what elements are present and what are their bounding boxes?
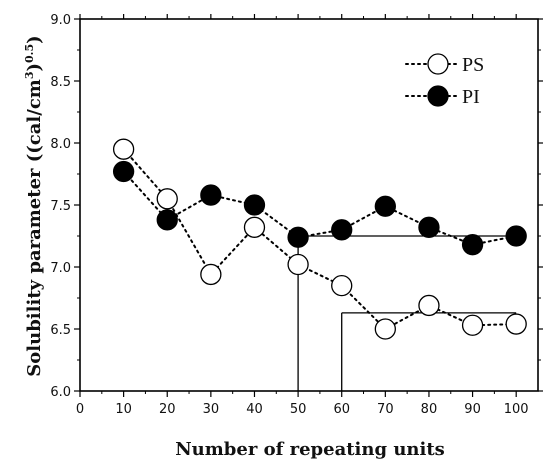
data-point-pi (112, 160, 135, 183)
data-point-ps (243, 216, 266, 238)
data-point-ps (156, 188, 178, 210)
y-axis-title-sup1: 3 (23, 71, 36, 79)
legend-marker-pi (427, 85, 449, 107)
x-tick-label: 0 (76, 402, 84, 417)
data-point-pi (418, 216, 440, 238)
data-point-ps (418, 294, 440, 317)
data-point-ps (287, 253, 309, 276)
x-tick-label: 10 (115, 402, 132, 417)
y-axis-title-main: Solubility parameter ((cal/cm (24, 79, 45, 377)
legend-label-pi: PI (462, 86, 480, 108)
data-point-pi (287, 226, 309, 248)
plot-area: 0 10 20 30 40 50 60 70 80 90 100 6.0 6.5 7.0 7.5 8.0 8.5… (50, 13, 543, 417)
y-tick-label: 8.5 (50, 75, 71, 90)
data-point-pi (331, 219, 353, 241)
series-line-pi (122, 170, 518, 246)
data-point-pi (461, 234, 484, 256)
x-tick-label: 90 (464, 402, 481, 417)
data-point-ps (505, 313, 527, 335)
y-tick-label: 7.0 (50, 261, 71, 276)
x-tick-label: 40 (246, 402, 263, 417)
series-line-ps (122, 148, 518, 331)
y-axis-title-sup2: 0.5 (23, 44, 36, 63)
y-tick-label: 7.5 (50, 199, 71, 214)
data-point-ps (461, 314, 484, 336)
data-point-pi (374, 195, 396, 217)
y-tick-label: 9.0 (50, 13, 71, 28)
data-point-ps (374, 318, 396, 340)
legend-marker-ps (427, 53, 449, 75)
y-axis-title-end: ) (24, 35, 45, 44)
data-point-pi (200, 184, 222, 206)
y-tick-label: 6.5 (50, 323, 71, 338)
y-tick-label: 8.0 (50, 137, 71, 152)
y-axis-title-mid: ) (24, 63, 45, 72)
data-point-pi (505, 225, 527, 247)
data-point-ps (112, 138, 135, 160)
x-tick-label: 20 (159, 402, 176, 417)
y-tick-label: 6.0 (50, 385, 71, 400)
legend-label-ps: PS (462, 54, 484, 76)
data-point-ps (331, 274, 353, 297)
x-tick-label: 100 (504, 402, 529, 417)
data-point-ps (200, 263, 222, 286)
x-tick-label: 80 (421, 402, 438, 417)
y-axis-title: Solubility parameter ((cal/cm3)0.5) (23, 35, 45, 376)
x-tick-label: 30 (203, 402, 220, 417)
data-point-pi (156, 209, 178, 231)
data-point-pi (243, 194, 266, 216)
x-tick-label: 50 (290, 402, 307, 417)
x-axis-title: Number of repeating units (175, 439, 445, 460)
x-tick-label: 70 (377, 402, 394, 417)
x-tick-label: 60 (333, 402, 350, 417)
